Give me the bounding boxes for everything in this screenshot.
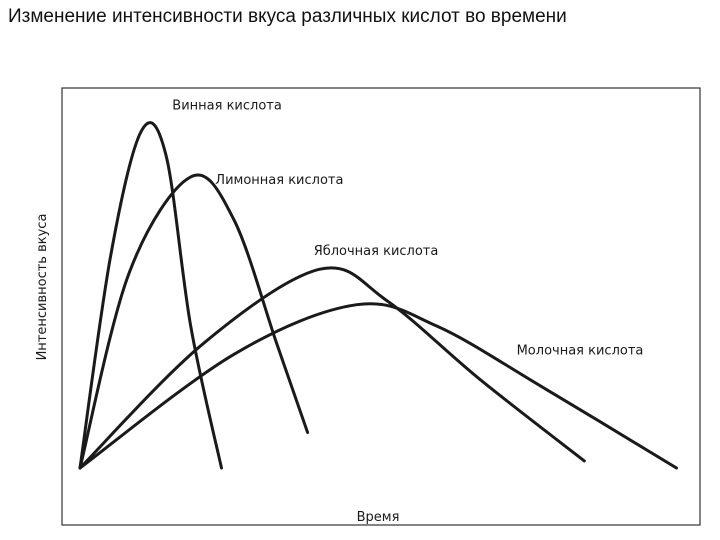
series-label-lactic: Молочная кислота [517, 343, 644, 358]
series-labels-group: Винная кислота Лимонная кислота Яблочная к… [172, 98, 643, 358]
y-axis-label: Интенсивность вкуса [35, 214, 50, 361]
series-label-citric: Лимонная кислота [215, 173, 343, 188]
curves-group [78, 121, 678, 470]
series-line-citric [78, 173, 310, 470]
series-line-malic [78, 266, 586, 470]
series-label-malic: Яблочная кислота [314, 244, 439, 259]
series-label-tartaric: Винная кислота [172, 98, 282, 113]
x-axis-label: Время [357, 510, 400, 525]
plot-frame [61, 87, 701, 526]
series-line-lactic [78, 302, 678, 470]
page-title: Изменение интенсивности вкуса различных … [8, 6, 567, 27]
